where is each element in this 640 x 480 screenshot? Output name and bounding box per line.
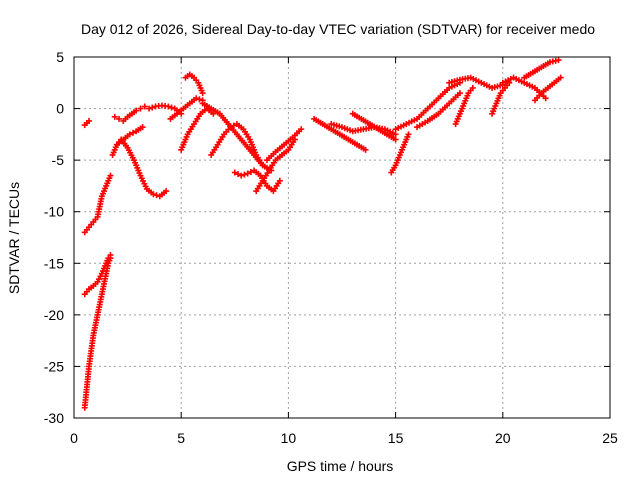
axes: 0 5 10 15 20 25 -30 -25 -20 -15 -10 -5 0 5 (44, 49, 618, 446)
y-tick-label: -30 (44, 410, 64, 426)
data-point (231, 169, 238, 176)
data-point (392, 131, 399, 138)
data-point (456, 90, 463, 97)
data-point (193, 95, 200, 102)
data-point (542, 95, 549, 102)
data-point-fill (168, 104, 175, 111)
y-tick-label: -15 (44, 255, 64, 271)
y-tick-label: -25 (44, 358, 64, 374)
data-point (362, 146, 369, 153)
x-tick-label: 5 (177, 430, 185, 446)
data-point (405, 131, 412, 138)
data-point (165, 103, 172, 110)
x-axis-title: GPS time / hours (287, 458, 394, 474)
data-point (298, 126, 305, 133)
data-point (141, 103, 148, 110)
grid (74, 57, 610, 418)
plot-frame (73, 56, 611, 419)
y-tick-label: -20 (44, 307, 64, 323)
data-point (163, 188, 170, 195)
data-point-fill (153, 192, 160, 199)
y-tick-label: -5 (52, 152, 65, 168)
chart-title: Day 012 of 2026, Sidereal Day-to-day VTE… (81, 21, 595, 37)
data-point (137, 105, 144, 112)
data-point-fill (196, 96, 203, 103)
data-point-fill (129, 129, 136, 136)
data-point (139, 124, 146, 131)
y-tick-label: 5 (56, 49, 64, 65)
data-point-fill (235, 171, 242, 178)
x-tick-label: 0 (70, 430, 78, 446)
data-point (105, 255, 112, 262)
data-point (146, 105, 153, 112)
data-point (238, 172, 245, 179)
data-point (116, 115, 123, 122)
x-tick-label: 20 (495, 430, 511, 446)
data-point (557, 74, 564, 81)
data-point (107, 252, 114, 259)
y-axis-title: SDTVAR / TECUs (6, 182, 22, 294)
x-tick-label: 10 (281, 430, 297, 446)
data-point (555, 57, 562, 64)
y-tick-label: -10 (44, 204, 64, 220)
data-point (150, 191, 157, 198)
data-point (107, 172, 114, 179)
data-point (199, 90, 206, 97)
data-point (276, 177, 283, 184)
x-tick-label: 25 (602, 430, 618, 446)
data-point-fill (241, 171, 248, 178)
data-points (81, 57, 564, 411)
data-point-fill (149, 104, 156, 111)
data-point-fill (247, 169, 254, 176)
data-point (469, 84, 476, 91)
data-point (126, 131, 133, 138)
x-tick-label: 15 (388, 430, 404, 446)
data-point (244, 170, 251, 177)
data-point (111, 113, 118, 120)
data-point (392, 136, 399, 143)
data-point (86, 117, 93, 124)
data-point (133, 107, 140, 114)
y-tick-label: 0 (56, 101, 64, 117)
